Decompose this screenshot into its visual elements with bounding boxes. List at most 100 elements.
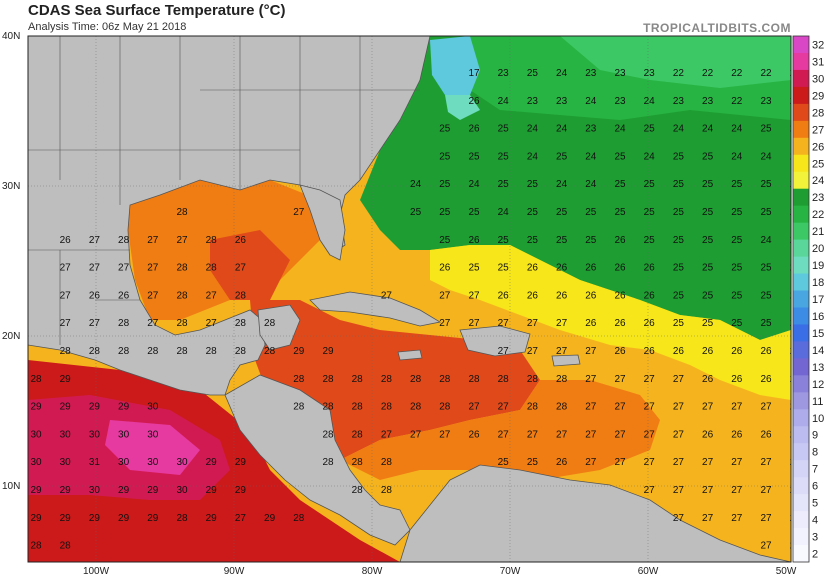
sst-value: 29 xyxy=(235,457,247,468)
colorbar-swatch xyxy=(793,290,809,308)
colorbar-swatch xyxy=(793,137,809,156)
brand-watermark: TROPICALTIDBITS.COM xyxy=(643,21,791,35)
sst-value: 28 xyxy=(60,346,72,357)
sst-value: 30 xyxy=(118,457,130,468)
sst-value: 25 xyxy=(527,207,539,218)
sst-value: 26 xyxy=(644,290,656,301)
sst-value: 25 xyxy=(439,124,451,135)
sst-value: 28 xyxy=(790,541,802,552)
sst-value: 28 xyxy=(322,374,334,385)
sst-value: 25 xyxy=(527,179,539,190)
sst-value: 26 xyxy=(614,318,626,329)
sst-value: 25 xyxy=(702,179,714,190)
colorbar-label: 7 xyxy=(812,464,818,476)
sst-value: 23 xyxy=(702,96,714,107)
sst-value: 28 xyxy=(381,374,393,385)
sst-value: 26 xyxy=(527,290,539,301)
sst-value: 23 xyxy=(673,96,685,107)
sst-value: 27 xyxy=(702,485,714,496)
sst-value: 28 xyxy=(322,402,334,413)
sst-value: 27 xyxy=(527,318,539,329)
sst-value: 28 xyxy=(118,346,130,357)
sst-value: 28 xyxy=(176,318,188,329)
sst-value: 27 xyxy=(410,429,422,440)
sst-value: 29 xyxy=(264,513,276,524)
sst-value: 26 xyxy=(498,290,510,301)
sst-value: 27 xyxy=(790,457,802,468)
sst-value: 27 xyxy=(556,346,568,357)
colorbar-swatch xyxy=(793,239,809,258)
colorbar-swatch xyxy=(793,375,809,393)
sst-value: 28 xyxy=(790,513,802,524)
sst-value: 25 xyxy=(614,179,626,190)
sst-value: 27 xyxy=(89,263,101,274)
colorbar-swatch xyxy=(793,307,809,325)
sst-value: 27 xyxy=(60,318,72,329)
sst-value: 22 xyxy=(731,68,743,79)
sst-value: 24 xyxy=(527,124,539,135)
colorbar-label: 8 xyxy=(812,447,818,459)
sst-value: 28 xyxy=(206,235,218,246)
sst-value: 24 xyxy=(644,96,656,107)
colorbar-label: 12 xyxy=(812,379,824,391)
colorbar-label: 28 xyxy=(812,107,824,119)
sst-value: 28 xyxy=(410,374,422,385)
sst-value: 24 xyxy=(731,151,743,162)
sst-value: 25 xyxy=(760,207,772,218)
sst-value: 25 xyxy=(498,457,510,468)
latitude-labels: 40N 30N 20N 10N xyxy=(2,31,20,492)
sst-value: 27 xyxy=(673,429,685,440)
sst-value: 27 xyxy=(585,374,597,385)
sst-value: 24 xyxy=(790,235,802,246)
sst-value: 25 xyxy=(790,124,802,135)
sst-value: 26 xyxy=(614,346,626,357)
colorbar-swatch xyxy=(793,426,809,444)
colorbar-label: 2 xyxy=(812,549,818,561)
sst-value: 28 xyxy=(527,402,539,413)
sst-value: 30 xyxy=(176,457,188,468)
sst-value: 28 xyxy=(381,457,393,468)
sst-value: 30 xyxy=(30,429,42,440)
sst-value: 25 xyxy=(527,457,539,468)
sst-value: 26 xyxy=(60,235,72,246)
sst-value: 25 xyxy=(556,235,568,246)
sst-value: 27 xyxy=(147,290,159,301)
sst-value: 28 xyxy=(206,346,218,357)
colorbar-swatch xyxy=(793,409,809,427)
sst-value: 27 xyxy=(731,402,743,413)
sst-value: 28 xyxy=(352,485,364,496)
sst-value: 25 xyxy=(556,207,568,218)
sst-value: 25 xyxy=(702,263,714,274)
lon-label: 60W xyxy=(638,566,659,576)
sst-value: 26 xyxy=(790,374,802,385)
colorbar-label: 17 xyxy=(812,294,824,306)
sst-value: 28 xyxy=(439,402,451,413)
sst-value: 26 xyxy=(644,263,656,274)
sst-value: 25 xyxy=(702,151,714,162)
sst-value: 29 xyxy=(118,513,130,524)
sst-value: 26 xyxy=(614,263,626,274)
sst-value: 27 xyxy=(644,429,656,440)
sst-value: 23 xyxy=(585,124,597,135)
sst-value: 28 xyxy=(352,429,364,440)
sst-value: 25 xyxy=(614,151,626,162)
sst-value: 27 xyxy=(585,402,597,413)
sst-value: 25 xyxy=(731,207,743,218)
colorbar-label: 6 xyxy=(812,481,818,493)
sst-value: 31 xyxy=(89,457,101,468)
sst-value: 25 xyxy=(731,179,743,190)
landmass-cuba xyxy=(309,291,442,327)
colorbar-swatch xyxy=(793,36,809,54)
sst-value: 25 xyxy=(760,124,772,135)
colorbar-swatch xyxy=(793,528,809,546)
sst-value: 27 xyxy=(527,429,539,440)
colorbar-swatch xyxy=(793,222,809,241)
sst-value: 29 xyxy=(30,485,42,496)
sst-value: 23 xyxy=(498,68,510,79)
sst-value: 25 xyxy=(790,207,802,218)
sst-value: 26 xyxy=(760,346,772,357)
longitude-labels: 100W 90W 80W 70W 60W 50W xyxy=(83,566,797,576)
sst-value: 27 xyxy=(673,513,685,524)
colorbar-label: 18 xyxy=(812,277,824,289)
sst-value: 26 xyxy=(585,263,597,274)
